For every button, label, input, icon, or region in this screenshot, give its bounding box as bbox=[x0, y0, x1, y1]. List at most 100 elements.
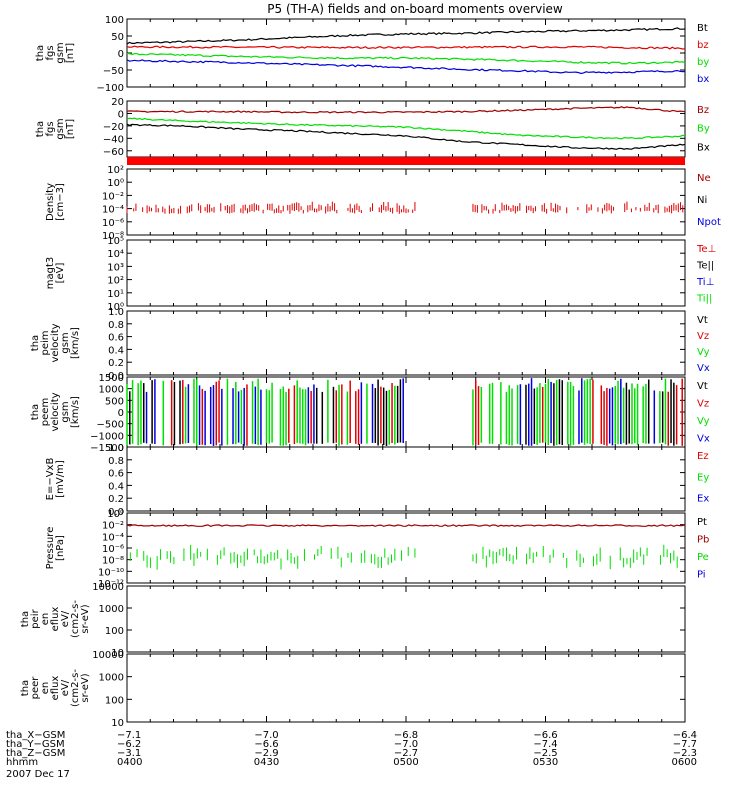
y-tick-label: 10⁻⁶ bbox=[102, 544, 124, 555]
y-axis-label: tha bbox=[30, 404, 41, 420]
x-axis-value: −2.9 bbox=[254, 748, 278, 759]
legend-item: Pb bbox=[697, 535, 709, 546]
y-tick-label: 0 bbox=[118, 408, 124, 419]
y-tick-label: 50 bbox=[111, 32, 124, 43]
y-tick-label: −1000 bbox=[90, 431, 124, 442]
x-axis-value: −2.3 bbox=[673, 748, 697, 759]
y-axis-label: gsm bbox=[60, 332, 71, 353]
y-axis-label: fgs bbox=[45, 121, 56, 136]
x-axis-value: 0530 bbox=[533, 757, 558, 768]
y-tick-label: 10⁴ bbox=[107, 249, 124, 260]
legend-item: Ey bbox=[697, 472, 709, 483]
y-tick-label: 10⁻⁶ bbox=[102, 218, 124, 229]
y-axis-label: magt3 bbox=[45, 257, 56, 290]
y-tick-label: 1000 bbox=[99, 604, 124, 615]
y-axis-label: sr-eV) bbox=[80, 604, 91, 633]
y-tick-label: 10⁻⁴ bbox=[102, 205, 124, 216]
y-axis-label: [km/s] bbox=[70, 396, 81, 428]
y-tick-label: 10⁻¹² bbox=[98, 579, 124, 590]
y-axis-label: gsm bbox=[60, 401, 71, 422]
panel-e-field: 1.0 0.8 0.60.4 0.2 0.0 E=−VxB [mV/m] Ez Ey Ex bbox=[45, 443, 709, 518]
y-tick-label: 0.6 bbox=[108, 469, 124, 480]
legend-item: Vy bbox=[697, 347, 710, 358]
legend-item: Pi bbox=[697, 570, 706, 581]
y-tick-label: 10⁰ bbox=[107, 509, 124, 520]
y-tick-label: 1500 bbox=[99, 373, 124, 384]
y-tick-label: 10³ bbox=[107, 262, 124, 273]
x-axis-row-label: tha_Y−GSM bbox=[6, 739, 65, 750]
legend-item: Ti|| bbox=[696, 294, 712, 305]
y-axis-label: tha bbox=[35, 121, 46, 137]
y-tick-label: 0.2 bbox=[108, 358, 124, 369]
panel-peer-eflux: 10000 1000 100 10 tha peer en eflux eV/(cm2-s-sr… bbox=[20, 650, 686, 729]
x-axis-value: −7.0 bbox=[254, 730, 278, 741]
y-tick-label: 100 bbox=[105, 695, 124, 706]
y-axis-label: [eV] bbox=[55, 263, 66, 284]
legend-item: Ti⊥ bbox=[696, 277, 714, 288]
y-tick-label: 0 bbox=[118, 109, 124, 120]
x-axis-value: −7.0 bbox=[394, 739, 418, 750]
y-axis-label: [cm−3] bbox=[55, 183, 66, 221]
y-tick-label: 0.4 bbox=[108, 481, 124, 492]
y-tick-label: 10000 bbox=[92, 582, 124, 593]
y-axis-label: Density bbox=[45, 183, 56, 221]
y-axis-label: eV/ bbox=[60, 679, 71, 696]
y-tick-label: −40 bbox=[103, 134, 124, 145]
panel-density: 10² 10⁰ 10⁻² 10⁻⁴ 10⁻⁶ 10⁻⁸ Density [cm−3] Ne Ni N… bbox=[45, 165, 721, 242]
y-tick-label: 10⁻² bbox=[102, 521, 124, 532]
y-tick-label: −50 bbox=[103, 66, 124, 77]
y-axis-label: (cm2-s- bbox=[70, 600, 81, 638]
y-tick-label: 10² bbox=[107, 276, 124, 287]
y-tick-label: 0 bbox=[118, 49, 124, 60]
y-tick-label: 10⁻⁸ bbox=[102, 231, 124, 242]
y-tick-label: 0.8 bbox=[108, 456, 124, 467]
y-tick-label: −100 bbox=[97, 83, 124, 94]
legend-item: Npot bbox=[697, 217, 721, 228]
y-axis-label: sr-eV) bbox=[80, 673, 91, 702]
y-axis-label: tha bbox=[20, 611, 31, 627]
y-axis-label: Pressure bbox=[45, 527, 56, 570]
y-tick-label: 10⁻⁴ bbox=[102, 532, 124, 543]
y-tick-label: 500 bbox=[105, 396, 124, 407]
y-tick-label: 0.2 bbox=[108, 494, 124, 505]
x-axis-value: −6.8 bbox=[394, 730, 418, 741]
panel-peim-velocity: 1.0 0.8 0.60.4 0.2 0.0 tha peim velocity gsm [km/… bbox=[30, 307, 710, 382]
y-axis-label: velocity bbox=[50, 323, 61, 362]
y-tick-label: 10⁻⁸ bbox=[102, 556, 124, 567]
pb-line bbox=[126, 524, 686, 527]
legend-item: Te|| bbox=[696, 261, 714, 272]
y-tick-label: −20 bbox=[103, 122, 124, 133]
x-axis-value: −6.2 bbox=[117, 739, 141, 750]
y-axis-label: eflux bbox=[50, 607, 61, 632]
y-axis-label: [km/s] bbox=[70, 327, 81, 359]
panel-fgs-gsm: 200 −20−40 −60 tha fgs gsm [nT] Bz By Bx bbox=[35, 97, 710, 158]
y-tick-label: 20 bbox=[111, 97, 124, 108]
y-tick-label: 1000 bbox=[99, 385, 124, 396]
x-axis-value: −6.6 bbox=[533, 730, 557, 741]
y-tick-label: 10² bbox=[107, 165, 124, 176]
y-axis-label: peir bbox=[30, 608, 41, 628]
legend-item: Ne bbox=[697, 173, 711, 184]
legend-item: Vt bbox=[697, 381, 708, 392]
panel-peir-eflux: 10000 1000 100 10 tha peir en eflux eV/(cm2-s-sr… bbox=[20, 582, 686, 659]
y-axis-label: peer bbox=[30, 676, 41, 700]
y-tick-label: −60 bbox=[103, 147, 124, 158]
legend-item: Bx bbox=[697, 142, 710, 153]
legend-item: Ni bbox=[697, 195, 707, 206]
date-label: 2007 Dec 17 bbox=[6, 769, 70, 780]
y-tick-label: 1.0 bbox=[108, 307, 124, 318]
y-axis-label: peim bbox=[40, 330, 51, 355]
legend-item: Te⊥ bbox=[696, 244, 716, 255]
y-tick-label: 10⁰ bbox=[107, 178, 124, 189]
x-axis-value: 0430 bbox=[254, 757, 279, 768]
y-tick-label: 10⁰ bbox=[107, 302, 124, 313]
panel-fgs-gse: 100 50 0 −50 −100 tha fgs gsm [nT] Bt bz by bx bbox=[35, 15, 709, 94]
y-tick-label: 10 bbox=[111, 648, 124, 659]
legend-item: Pe bbox=[697, 552, 709, 563]
y-tick-label: −1500 bbox=[90, 443, 124, 454]
legend-item: bz bbox=[697, 40, 709, 51]
y-tick-label: 0.8 bbox=[108, 320, 124, 331]
